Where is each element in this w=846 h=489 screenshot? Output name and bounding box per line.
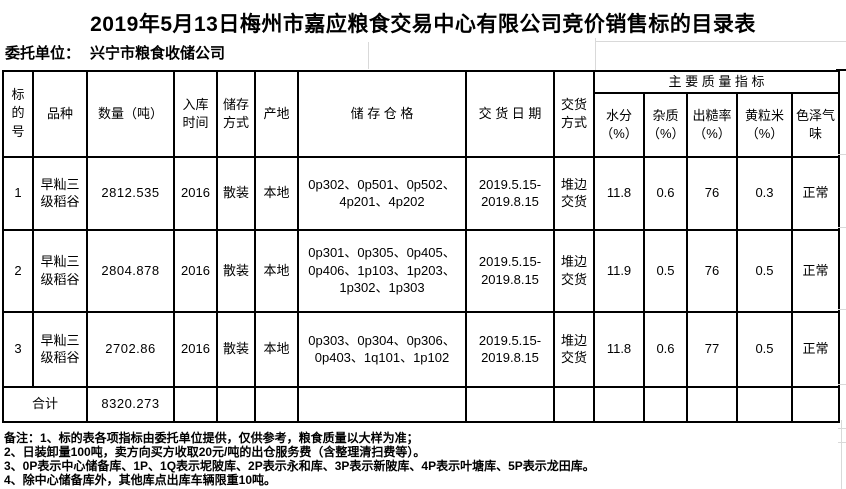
cell-intake-time: 2016: [173, 228, 218, 313]
col-header-quality-group: 主 要 质 量 指 标: [592, 70, 841, 94]
cell-brown-rate: 76: [686, 155, 738, 231]
faint-gridline: [838, 227, 846, 228]
col-header-lot-no: 标的号: [2, 70, 34, 158]
empty-cell: [173, 385, 218, 423]
cell-delivery-method: 堆边交货: [553, 228, 595, 313]
col-header-brown-rate: 出糙率（%）: [686, 91, 738, 158]
table-row: 2 早籼三级稻谷 2804.878 2016 散装 本地 0p301、0p305…: [2, 228, 841, 313]
faint-gridline: [838, 309, 846, 310]
cell-quantity: 2812.535: [86, 155, 175, 231]
note-line-2: 2、日装卸量100吨，卖方向买方收取20元/吨的出仓服务费（含整理清扫费等）。: [4, 444, 426, 459]
cell-brown-rate: 77: [686, 310, 738, 388]
cell-variety: 早籼三级稻谷: [32, 310, 88, 388]
cell-delivery-date: 2019.5.15-2019.8.15: [465, 155, 555, 231]
header-row-quality: 水分（%） 杂质（%） 出糙率（%） 黄粒米（%） 色泽气味: [3, 91, 841, 158]
cell-origin: 本地: [254, 228, 299, 313]
empty-cell: [254, 385, 299, 423]
empty-cell: [593, 385, 645, 423]
table-row: 3 早籼三级稻谷 2702.86 2016 散装 本地 0p303、0p304、…: [2, 310, 841, 388]
faint-gridline: [368, 42, 369, 69]
cell-moisture: 11.8: [593, 310, 645, 388]
cell-warehouse: 0p303、0p304、0p306、0p403、1q101、1p102: [297, 310, 467, 388]
cell-color-smell: 正常: [790, 228, 841, 313]
faint-gridline: [838, 154, 846, 155]
header-row-top: 标的号 品种 数量（吨） 入库时间 储存方式 产地 储 存 仓 格 交 货 日 …: [2, 70, 841, 158]
cell-moisture: 11.9: [593, 228, 645, 313]
col-header-origin: 产地: [254, 70, 299, 158]
client-label: 委托单位：: [5, 45, 81, 62]
border-stub: [836, 69, 846, 71]
cell-delivery-method: 堆边交货: [553, 310, 595, 388]
faint-gridline: [838, 442, 846, 443]
cell-quantity: 2804.878: [86, 228, 175, 313]
col-header-delivery-method: 交货方式: [553, 70, 595, 158]
cell-storage-method: 散装: [216, 310, 256, 388]
cell-delivery-date: 2019.5.15-2019.8.15: [465, 310, 555, 388]
cell-storage-method: 散装: [216, 228, 256, 313]
col-header-lot-no-label: 标的号: [11, 86, 25, 140]
table-row: 1 早籼三级稻谷 2812.535 2016 散装 本地 0p302、0p501…: [2, 155, 841, 231]
col-header-variety: 品种: [32, 70, 88, 158]
cell-lot-no: 1: [2, 155, 34, 231]
note-line-1: 备注：1、标的表各项指标由委托单位提供，仅供参考，粮食质量以大样为准；: [4, 430, 419, 445]
cell-moisture: 11.8: [593, 155, 645, 231]
cell-intake-time: 2016: [173, 310, 218, 388]
faint-gridline: [595, 41, 846, 42]
cell-origin: 本地: [254, 155, 299, 231]
note-line-4: 4、除中心储备库外，其他库点出库车辆限重10吨。: [4, 472, 277, 487]
cell-storage-method: 散装: [216, 155, 256, 231]
faint-gridline: [841, 420, 842, 489]
cell-impurity: 0.6: [643, 310, 688, 388]
total-quantity: 8320.273: [86, 385, 175, 423]
client-name: 兴宁市粮食收储公司: [90, 45, 226, 62]
cell-yellow-rice: 0.3: [736, 155, 793, 231]
cell-lot-no: 2: [2, 228, 34, 313]
cell-warehouse: 0p302、0p501、0p502、4p201、4p202: [297, 155, 467, 231]
cell-warehouse: 0p301、0p305、0p405、0p406、1p103、1p203、1p30…: [297, 228, 467, 313]
cell-impurity: 0.5: [643, 228, 688, 313]
cell-yellow-rice: 0.5: [736, 310, 793, 388]
cell-delivery-date: 2019.5.15-2019.8.15: [465, 228, 555, 313]
client-line: 委托单位： 兴宁市粮食收储公司: [0, 42, 846, 70]
cell-yellow-rice: 0.5: [736, 228, 793, 313]
empty-cell: [736, 385, 793, 423]
total-label: 合计: [2, 385, 88, 423]
empty-cell: [297, 385, 467, 423]
col-header-delivery-date: 交 货 日 期: [465, 70, 555, 158]
cell-color-smell: 正常: [790, 310, 841, 388]
faint-gridline: [838, 384, 846, 385]
empty-cell: [790, 385, 841, 423]
cell-quantity: 2702.86: [86, 310, 175, 388]
cell-variety: 早籼三级稻谷: [32, 228, 88, 313]
cell-variety: 早籼三级稻谷: [32, 155, 88, 231]
col-header-moisture: 水分（%）: [593, 91, 645, 158]
col-header-warehouse: 储 存 仓 格: [297, 70, 467, 158]
cell-brown-rate: 76: [686, 228, 738, 313]
cell-lot-no: 3: [2, 310, 34, 388]
empty-cell: [643, 385, 688, 423]
cell-intake-time: 2016: [173, 155, 218, 231]
catalog-table: 标的号 品种 数量（吨） 入库时间 储存方式 产地 储 存 仓 格 交 货 日 …: [2, 70, 841, 423]
col-header-yellow-rice: 黄粒米（%）: [736, 91, 793, 158]
cell-impurity: 0.6: [643, 155, 688, 231]
cell-origin: 本地: [254, 310, 299, 388]
empty-cell: [465, 385, 555, 423]
col-header-impurity: 杂质（%）: [643, 91, 688, 158]
empty-cell: [216, 385, 256, 423]
empty-cell: [686, 385, 738, 423]
col-header-intake-time: 入库时间: [173, 70, 218, 158]
total-row: 合计 8320.273: [2, 385, 841, 423]
note-line-3: 3、0P表示中心储备库、1P、1Q表示坭陂库、2P表示永和库、3P表示新陂库、4…: [4, 458, 595, 473]
col-header-quantity: 数量（吨）: [86, 70, 175, 158]
empty-cell: [553, 385, 595, 423]
notes: 备注：1、标的表各项指标由委托单位提供，仅供参考，粮食质量以大样为准； 2、日装…: [0, 431, 846, 487]
faint-gridline: [595, 38, 596, 70]
cell-color-smell: 正常: [790, 155, 841, 231]
page-title: 2019年5月13日梅州市嘉应粮食交易中心有限公司竞价销售标的目录表: [90, 13, 756, 36]
cell-delivery-method: 堆边交货: [553, 155, 595, 231]
col-header-color-smell: 色泽气味: [790, 91, 841, 158]
faint-gridline: [838, 428, 846, 429]
col-header-storage-method: 储存方式: [216, 70, 256, 158]
